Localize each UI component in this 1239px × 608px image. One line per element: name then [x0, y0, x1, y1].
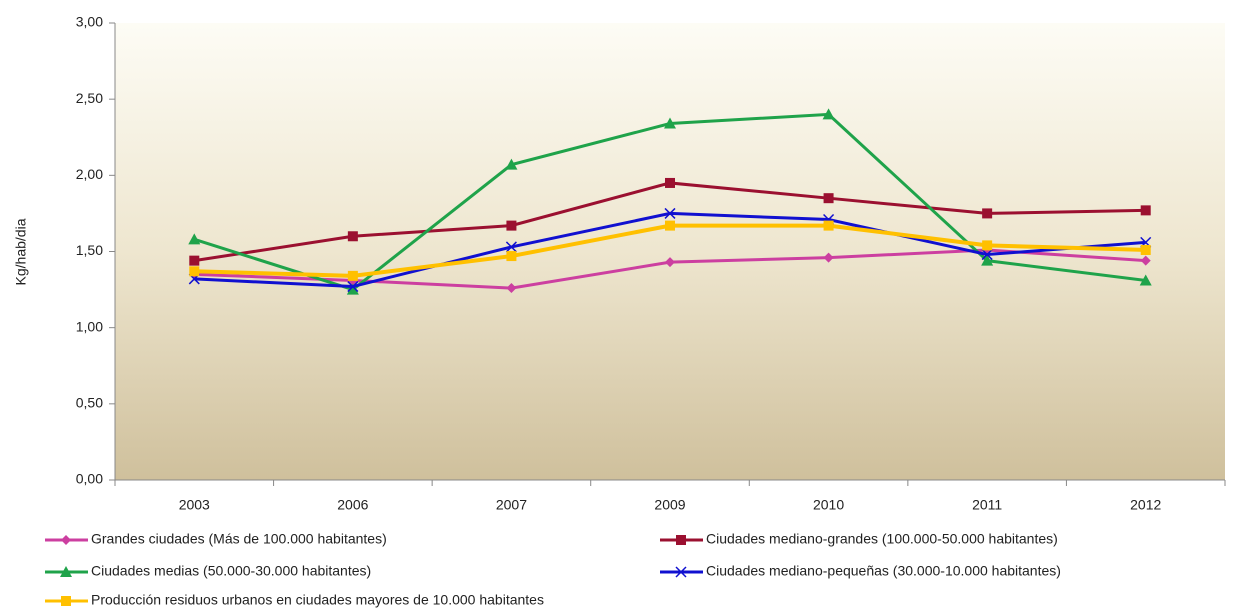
legend-marker: [676, 535, 686, 545]
marker: [823, 193, 834, 204]
marker: [822, 108, 835, 120]
marker: [1140, 244, 1151, 255]
marker: [664, 207, 676, 219]
y-tick-label: 0,50: [76, 395, 103, 411]
x-tick-label: 2011: [972, 497, 1002, 513]
marker: [981, 249, 993, 261]
marker: [189, 255, 200, 266]
x-tick-label: 2010: [813, 497, 844, 513]
plot-area: [115, 23, 1225, 480]
x-tick-label: 2007: [496, 497, 527, 513]
x-tick-label: 2012: [1130, 497, 1161, 513]
marker: [347, 231, 358, 242]
y-tick-label: 3,00: [76, 14, 103, 30]
marker: [823, 252, 834, 263]
marker: [664, 117, 676, 129]
marker: [665, 257, 675, 268]
legend-marker: [61, 596, 71, 606]
marker: [506, 251, 517, 262]
y-tick-label: 0,00: [76, 471, 103, 487]
x-tick-label: 2009: [654, 497, 685, 513]
legend-marker: [675, 566, 687, 578]
y-tick-label: 2,00: [76, 166, 103, 182]
marker: [981, 254, 994, 266]
marker: [189, 266, 200, 277]
legend-label: Grandes ciudades (Más de 100.000 habitan…: [91, 531, 387, 547]
marker: [346, 283, 359, 295]
marker: [982, 208, 993, 219]
legend-marker: [60, 566, 72, 577]
legend-label: Ciudades medias (50.000-30.000 habitante…: [91, 563, 371, 579]
marker: [823, 220, 834, 231]
marker: [505, 241, 517, 253]
legend-label: Ciudades mediano-pequeñas (30.000-10.000…: [706, 563, 1061, 579]
marker: [982, 240, 993, 251]
marker: [505, 158, 518, 170]
y-axis-label: Kg/hab/dia: [13, 218, 29, 285]
y-tick-label: 1,50: [76, 242, 103, 258]
marker: [347, 270, 358, 281]
x-tick-label: 2006: [337, 497, 368, 513]
marker: [506, 220, 517, 231]
y-tick-label: 1,00: [76, 318, 103, 334]
marker: [665, 220, 675, 231]
marker: [506, 283, 517, 294]
marker: [1140, 255, 1151, 266]
marker: [1139, 274, 1152, 286]
marker: [1140, 205, 1151, 216]
x-tick-label: 2003: [179, 497, 210, 513]
legend-marker: [61, 535, 71, 545]
legend-label: Ciudades mediano-grandes (100.000-50.000…: [706, 531, 1058, 547]
marker: [188, 233, 201, 245]
marker: [665, 177, 675, 188]
legend-label: Producción residuos urbanos en ciudades …: [91, 592, 544, 608]
marker: [347, 281, 359, 293]
y-tick-label: 2,50: [76, 90, 103, 106]
